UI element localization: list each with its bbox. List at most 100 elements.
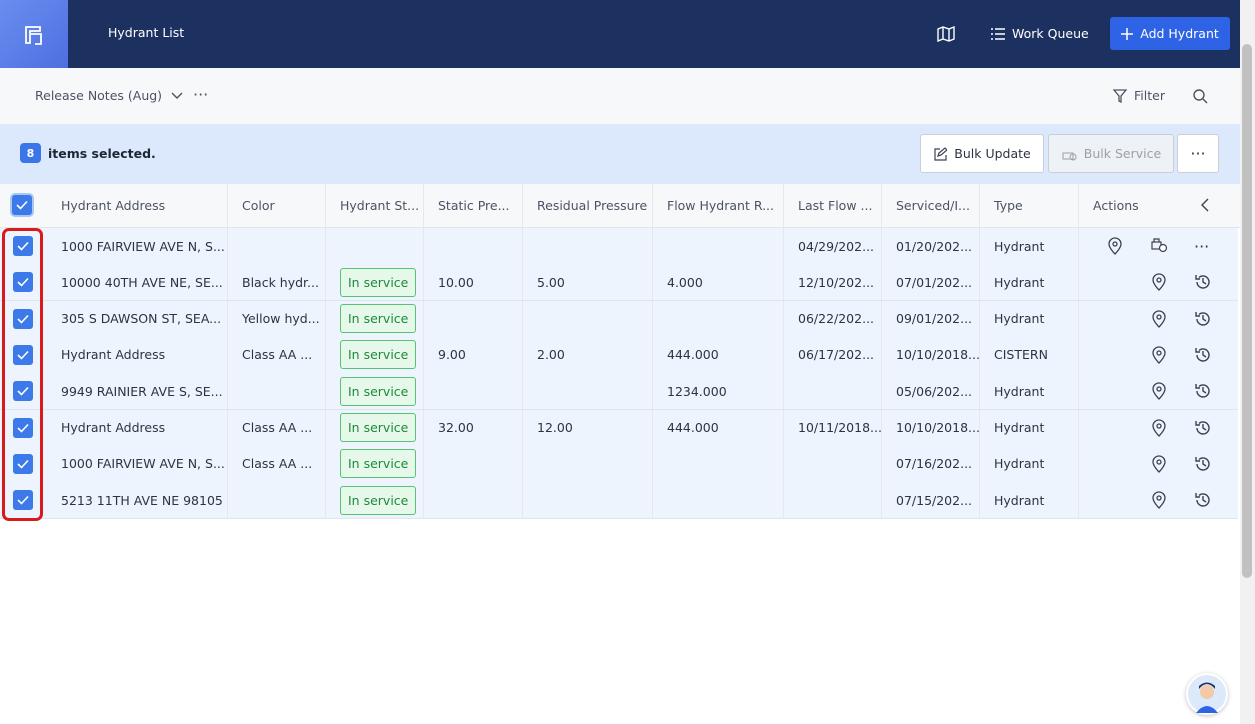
table-cell: 1000 FAIRVIEW AVE N, S... xyxy=(47,228,228,264)
filter-label: Filter xyxy=(1134,88,1165,103)
locate-button[interactable] xyxy=(1152,455,1166,476)
table-cell: 10/10/2018... xyxy=(882,336,980,373)
row-checkbox[interactable] xyxy=(13,453,33,474)
table-row xyxy=(0,228,1238,265)
page-title: Hydrant List xyxy=(108,25,185,40)
row-checkbox[interactable] xyxy=(13,490,33,511)
table-cell: 07/16/202... xyxy=(882,445,980,482)
scroll-thumb[interactable] xyxy=(1242,44,1252,578)
table-cell xyxy=(424,228,523,264)
view-more[interactable]: ··· xyxy=(193,85,209,104)
locate-button[interactable] xyxy=(1152,491,1166,512)
select-all-checkbox[interactable] xyxy=(12,195,32,215)
history-button[interactable] xyxy=(1194,491,1212,512)
table-cell: 07/15/202... xyxy=(882,482,980,519)
location-icon xyxy=(1152,382,1166,401)
table-cell: 06/17/202... xyxy=(784,336,882,373)
table-cell: 9949 RAINIER AVE S, SE... xyxy=(47,373,228,410)
table-cell: 10/10/2018... xyxy=(882,409,980,446)
row-checkbox[interactable] xyxy=(13,417,33,438)
table-cell: Hydrant xyxy=(980,445,1079,482)
check-mark xyxy=(17,314,29,324)
filter-button[interactable]: Filter xyxy=(1113,88,1165,103)
bulk-service-label: Bulk Service xyxy=(1083,146,1162,161)
table-cell xyxy=(653,445,784,482)
table-cell: Hydrant xyxy=(980,373,1079,410)
check-mark xyxy=(17,350,29,360)
add-hydrant-label: Add Hydrant xyxy=(1140,26,1219,41)
table-cell xyxy=(228,228,326,264)
table-cell: In service xyxy=(326,300,424,337)
service-button[interactable] xyxy=(1150,237,1168,256)
history-icon xyxy=(1195,456,1210,471)
status-badge: In service xyxy=(340,449,417,479)
table-cell xyxy=(424,373,523,410)
logo[interactable] xyxy=(0,0,68,68)
table-cell xyxy=(653,482,784,519)
history-button[interactable] xyxy=(1194,273,1212,294)
map-button[interactable] xyxy=(936,26,956,42)
table-cell: In service xyxy=(326,373,424,410)
collapse-button[interactable] xyxy=(1200,197,1210,216)
history-button[interactable] xyxy=(1194,419,1212,440)
table-cell: 32.00 xyxy=(424,409,523,446)
bulk-update-button[interactable]: Bulk Update xyxy=(920,134,1044,173)
table-cell: 09/01/202... xyxy=(882,300,980,337)
table-cell: 01/20/202... xyxy=(882,228,980,264)
table-cell xyxy=(424,445,523,482)
more-button[interactable]: ··· xyxy=(1194,237,1210,256)
bulk-service-button[interactable]: Bulk Service xyxy=(1048,134,1174,173)
status-badge: In service xyxy=(340,267,417,297)
table-cell: Black hydr... xyxy=(228,264,326,301)
table-cell: 07/01/202... xyxy=(882,264,980,301)
search-button[interactable] xyxy=(1192,88,1208,104)
list-icon xyxy=(991,27,1005,40)
table-cell: 444.000 xyxy=(653,336,784,373)
history-button[interactable] xyxy=(1194,310,1212,331)
table-cell: 12.00 xyxy=(523,409,653,446)
table-cell: Hydrant xyxy=(980,264,1079,301)
locate-button[interactable] xyxy=(1152,273,1166,294)
work-queue-button[interactable]: Work Queue xyxy=(990,26,1089,41)
table-cell xyxy=(424,482,523,519)
check-mark xyxy=(16,200,28,210)
row-checkbox[interactable] xyxy=(13,381,33,402)
history-button[interactable] xyxy=(1194,346,1212,367)
row-checkbox[interactable] xyxy=(13,308,33,329)
row-checkbox[interactable] xyxy=(13,344,33,365)
table-row xyxy=(0,336,1238,374)
service-icon xyxy=(1062,152,1077,160)
history-icon xyxy=(1195,420,1210,435)
location-icon xyxy=(1152,491,1166,510)
table-cell xyxy=(784,373,882,410)
table-cell: In service xyxy=(326,336,424,373)
table-cell: 12/10/202... xyxy=(784,264,882,301)
row-checkbox[interactable] xyxy=(13,272,33,293)
locate-button[interactable] xyxy=(1152,346,1166,367)
table-header xyxy=(0,184,1240,228)
edit-icon xyxy=(934,146,948,161)
locate-button[interactable] xyxy=(1152,418,1166,440)
locate-button[interactable] xyxy=(1152,309,1166,331)
bulk-more[interactable]: ··· xyxy=(1177,134,1219,173)
view-selector[interactable]: Release Notes (Aug) xyxy=(35,88,183,103)
locate-button[interactable] xyxy=(1108,237,1122,258)
history-button[interactable] xyxy=(1194,382,1212,403)
row-checkbox[interactable] xyxy=(13,236,33,256)
assistant-avatar[interactable] xyxy=(1186,673,1228,715)
table-cell: 4.000 xyxy=(653,264,784,301)
column-header: Residual Pressure xyxy=(523,184,653,227)
avatar-icon xyxy=(1196,682,1218,713)
check-mark xyxy=(17,387,29,396)
view-label: Release Notes (Aug) xyxy=(35,88,163,103)
table-cell: In service xyxy=(326,482,424,519)
add-hydrant-button[interactable]: Add Hydrant xyxy=(1110,17,1230,50)
status-badge: In service xyxy=(340,376,417,406)
location-icon xyxy=(1108,237,1122,255)
history-icon xyxy=(1195,275,1210,289)
locate-button[interactable] xyxy=(1152,382,1166,403)
history-button[interactable] xyxy=(1194,455,1212,476)
table-cell: Class AA ... xyxy=(228,409,326,446)
